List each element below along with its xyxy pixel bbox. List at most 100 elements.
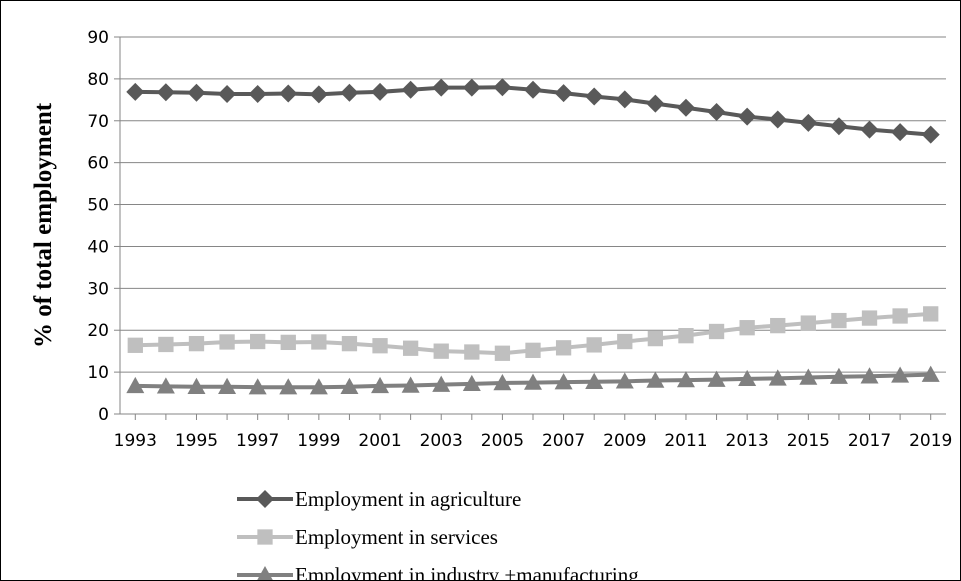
y-tick-label: 80: [87, 70, 109, 90]
diamond-marker: [921, 125, 940, 144]
diamond-marker: [615, 90, 634, 109]
square-marker: [311, 334, 327, 350]
x-tick-label: 2019: [909, 431, 952, 451]
triangle-marker: [799, 368, 818, 385]
x-tick-label: 2013: [726, 431, 769, 451]
y-tick-label: 30: [87, 279, 109, 299]
triangle-marker: [187, 377, 206, 394]
square-marker: [372, 338, 388, 354]
diamond-marker: [248, 84, 267, 103]
diamond-marker: [738, 107, 757, 126]
triangle-marker: [432, 375, 451, 392]
square-marker: [831, 312, 847, 329]
diamond-marker: [493, 78, 512, 97]
diamond-marker: [218, 84, 237, 103]
square-marker: [525, 342, 541, 358]
diamond-marker: [309, 85, 328, 104]
triangle-marker: [126, 376, 145, 394]
y-tick-label: 0: [98, 405, 109, 425]
diamond-marker: [256, 490, 274, 508]
square-marker: [158, 336, 174, 353]
square-marker: [647, 330, 664, 347]
square-marker: [433, 343, 449, 359]
series-plot: [126, 78, 940, 395]
triangle-marker: [524, 373, 542, 390]
square-marker: [770, 317, 786, 334]
square-marker: [494, 345, 511, 361]
x-tick-label: 2009: [603, 431, 646, 451]
triangle-marker: [921, 365, 940, 382]
x-tick-label: 1997: [236, 431, 279, 451]
y-tick-label: 10: [87, 363, 109, 383]
square-marker: [219, 334, 235, 350]
square-marker: [402, 340, 419, 356]
triangle-marker: [309, 378, 328, 395]
diamond-marker: [279, 84, 298, 103]
x-tick-label: 1995: [175, 431, 218, 451]
y-tick-label: 70: [87, 112, 109, 132]
triangle-marker: [554, 373, 573, 390]
diamond-marker: [676, 98, 695, 117]
diamond-marker: [126, 82, 145, 101]
square-marker: [861, 310, 878, 326]
triangle-marker: [768, 369, 787, 386]
legend-label: Employment in services: [295, 525, 498, 549]
triangle-marker: [860, 367, 879, 384]
diamond-marker: [646, 94, 665, 113]
square-marker: [188, 335, 205, 352]
triangle-marker: [676, 371, 695, 388]
x-tick-label: 2005: [481, 431, 524, 451]
diamond-marker: [799, 113, 818, 132]
diamond-marker: [524, 80, 542, 99]
square-marker: [892, 308, 908, 324]
diamond-marker: [340, 83, 359, 102]
diamond-marker: [462, 78, 481, 97]
y-tick-label: 40: [87, 237, 109, 257]
square-marker: [923, 306, 939, 322]
diamond-marker: [585, 87, 604, 106]
diamond-marker: [187, 83, 206, 102]
x-tick-label: 1999: [297, 431, 340, 451]
square-marker: [678, 328, 694, 344]
y-tick-label: 60: [87, 154, 109, 174]
x-tick-label: 2011: [664, 431, 707, 451]
gridlines: [120, 36, 946, 373]
square-marker: [555, 340, 572, 356]
diamond-marker: [432, 78, 451, 97]
triangle-marker: [156, 377, 175, 394]
x-tick-label: 2003: [420, 431, 463, 451]
square-marker: [739, 320, 755, 336]
triangle-marker: [371, 376, 390, 394]
x-tick-label: 2017: [848, 431, 891, 451]
diamond-marker: [401, 80, 420, 99]
diamond-marker: [156, 83, 175, 102]
axes: 0 10 20 30 40 50 60 70 80 90 1993 1995 1997 1999 2001 2…: [87, 28, 952, 451]
triangle-marker: [707, 370, 726, 387]
y-tick-label: 50: [87, 196, 109, 216]
triangle-marker: [401, 376, 420, 393]
triangle-marker: [462, 374, 481, 392]
triangle-marker: [646, 371, 665, 388]
x-tick-label: 2001: [358, 431, 401, 451]
x-tick-label: 2007: [542, 431, 585, 451]
triangle-marker: [279, 378, 298, 395]
square-marker: [586, 337, 602, 353]
x-tick-label: 2015: [787, 431, 830, 451]
y-tick-label: 90: [87, 28, 109, 48]
square-marker: [341, 335, 358, 352]
legend-label: Employment in agriculture: [295, 487, 521, 511]
legend: Employment in agriculture Employment in s…: [237, 487, 639, 580]
triangle-marker: [829, 367, 848, 384]
diamond-marker: [860, 120, 879, 139]
diamond-marker: [554, 84, 573, 103]
triangle-marker: [248, 378, 267, 395]
y-tick-label: 20: [87, 321, 109, 341]
square-marker: [800, 315, 816, 331]
triangle-marker: [585, 372, 604, 389]
diamond-marker: [371, 82, 390, 101]
triangle-marker: [738, 369, 757, 387]
diamond-marker: [891, 123, 910, 142]
square-marker: [464, 344, 480, 360]
